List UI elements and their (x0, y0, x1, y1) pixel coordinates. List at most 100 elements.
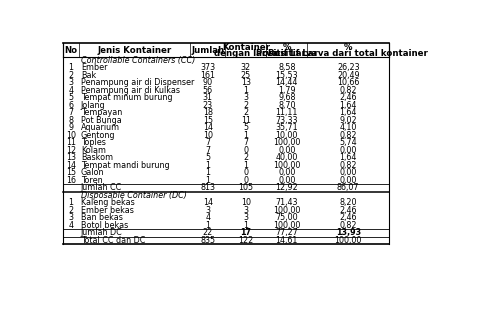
Text: 5: 5 (68, 93, 73, 102)
Text: 0,00: 0,00 (340, 176, 357, 185)
Text: 0: 0 (243, 168, 248, 177)
Text: 90: 90 (203, 78, 213, 87)
Text: Positif Larva: Positif Larva (256, 49, 317, 58)
Text: Ember bekas: Ember bekas (81, 206, 134, 215)
Text: Kolam: Kolam (81, 146, 106, 155)
Text: 5,74: 5,74 (340, 138, 357, 147)
Text: 14: 14 (203, 198, 213, 207)
Text: 11: 11 (66, 138, 76, 147)
Text: Ban bekas: Ban bekas (81, 213, 123, 222)
Text: 77,27: 77,27 (275, 228, 298, 237)
Text: 2: 2 (243, 108, 248, 117)
Text: 4: 4 (205, 213, 210, 222)
Text: 122: 122 (238, 236, 254, 245)
Text: 9,02: 9,02 (340, 116, 357, 125)
Text: 11,11: 11,11 (276, 108, 298, 117)
Text: Jumlah: Jumlah (191, 46, 224, 54)
Text: 14,61: 14,61 (276, 236, 298, 245)
Text: 100,00: 100,00 (273, 221, 300, 230)
Text: Toren: Toren (81, 176, 103, 185)
Text: 1: 1 (68, 198, 73, 207)
Text: 3: 3 (243, 213, 248, 222)
Text: 373: 373 (200, 63, 215, 72)
Text: 0,00: 0,00 (340, 168, 357, 177)
Text: %: % (283, 43, 291, 51)
Text: Jumlah DC: Jumlah DC (81, 228, 123, 237)
Text: Ember: Ember (81, 63, 107, 72)
Text: 26,23: 26,23 (337, 63, 360, 72)
Text: 1: 1 (243, 221, 248, 230)
Text: 7: 7 (243, 138, 248, 147)
Text: 9,68: 9,68 (278, 93, 296, 102)
Text: 2,46: 2,46 (340, 206, 357, 215)
Text: 1: 1 (243, 86, 248, 95)
Text: 0,00: 0,00 (278, 176, 296, 185)
Text: 5: 5 (205, 153, 210, 162)
Text: 1,64: 1,64 (340, 153, 357, 162)
Text: 8: 8 (68, 116, 73, 125)
Text: 4: 4 (68, 86, 73, 95)
Text: 100,00: 100,00 (273, 138, 300, 147)
Text: 100,00: 100,00 (273, 206, 300, 215)
Text: 8,20: 8,20 (340, 198, 357, 207)
Text: 2,46: 2,46 (340, 93, 357, 102)
Text: 18: 18 (203, 108, 213, 117)
Text: No: No (64, 46, 77, 54)
Text: Penampung air di Dispenser: Penampung air di Dispenser (81, 78, 194, 87)
Text: Tempat mandi burung: Tempat mandi burung (81, 161, 170, 170)
Text: 0,00: 0,00 (278, 168, 296, 177)
Text: Toples: Toples (81, 138, 106, 147)
Text: 13,93: 13,93 (336, 228, 361, 237)
Text: 15,53: 15,53 (276, 71, 298, 80)
Text: 31: 31 (203, 93, 213, 102)
Text: 13: 13 (241, 78, 251, 87)
Text: Galon: Galon (81, 168, 104, 177)
Text: Total CC dan DC: Total CC dan DC (81, 236, 145, 245)
Text: 71,43: 71,43 (276, 198, 298, 207)
Text: 1,64: 1,64 (340, 101, 357, 110)
Text: 10: 10 (241, 198, 251, 207)
Text: 835: 835 (200, 236, 215, 245)
Text: 8,70: 8,70 (278, 101, 296, 110)
Text: 12,92: 12,92 (276, 183, 298, 192)
Text: 1: 1 (205, 168, 210, 177)
Text: 40,00: 40,00 (276, 153, 298, 162)
Text: 35,71: 35,71 (276, 123, 298, 132)
Text: 10,66: 10,66 (337, 78, 360, 87)
Text: Pot Bunga: Pot Bunga (81, 116, 122, 125)
Text: 3: 3 (243, 206, 248, 215)
Text: 105: 105 (238, 183, 254, 192)
Text: 0,00: 0,00 (340, 146, 357, 155)
Text: 0,82: 0,82 (340, 131, 357, 140)
Text: 23: 23 (203, 101, 213, 110)
Text: 25: 25 (241, 71, 251, 80)
Text: 86,07: 86,07 (337, 183, 360, 192)
Text: 6: 6 (68, 101, 73, 110)
Text: 13: 13 (66, 153, 76, 162)
Text: 2: 2 (68, 71, 73, 80)
Text: Aquarium: Aquarium (81, 123, 120, 132)
Text: 1,64: 1,64 (340, 108, 357, 117)
Text: 813: 813 (200, 183, 215, 192)
Text: 100,00: 100,00 (273, 161, 300, 170)
Text: 0,00: 0,00 (278, 146, 296, 155)
Text: 15: 15 (203, 116, 213, 125)
Text: Baskom: Baskom (81, 153, 113, 162)
Text: 10,00: 10,00 (276, 131, 298, 140)
Text: 10: 10 (203, 131, 213, 140)
Text: 4,10: 4,10 (340, 123, 357, 132)
Text: Jenis Kontainer: Jenis Kontainer (98, 46, 172, 54)
Text: 0,82: 0,82 (340, 221, 357, 230)
Text: 7: 7 (205, 146, 210, 155)
Text: %: % (344, 43, 353, 51)
Text: 0: 0 (243, 176, 248, 185)
Text: 2: 2 (243, 101, 248, 110)
Text: 100,00: 100,00 (334, 236, 362, 245)
Text: 4: 4 (68, 221, 73, 230)
Text: 10: 10 (66, 131, 76, 140)
Text: Penampung air di Kulkas: Penampung air di Kulkas (81, 86, 180, 95)
Text: 8,58: 8,58 (278, 63, 296, 72)
Text: 32: 32 (241, 63, 251, 72)
Text: 3: 3 (68, 213, 73, 222)
Text: 3: 3 (205, 206, 210, 215)
